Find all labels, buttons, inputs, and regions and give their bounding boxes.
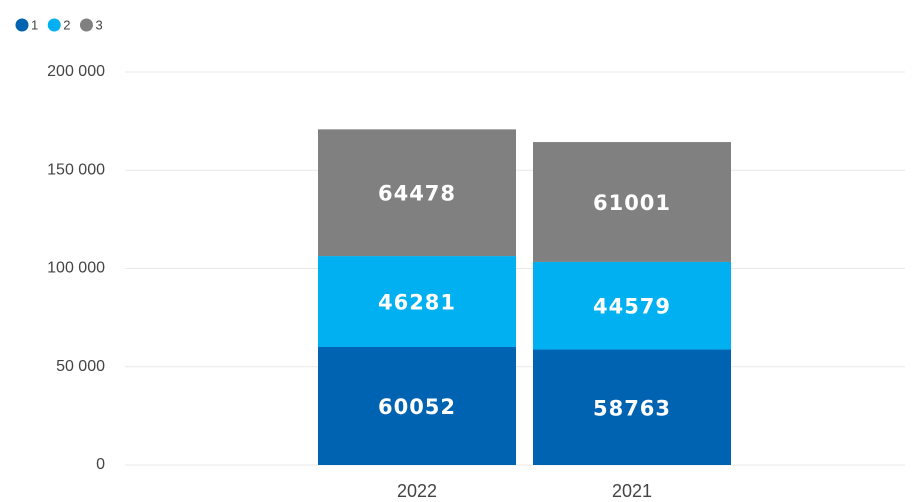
bar-segment <box>533 142 731 262</box>
y-tick-label: 200 000 <box>47 63 105 80</box>
bar-segment <box>533 349 731 465</box>
y-tick-label: 150 000 <box>47 161 105 178</box>
x-tick-label: 2022 <box>397 481 437 501</box>
x-tick-label: 2021 <box>612 481 652 501</box>
y-tick-label: 0 <box>96 456 105 473</box>
bar-segment <box>533 261 731 350</box>
data-label: 64478 <box>378 182 456 206</box>
data-label: 61001 <box>593 191 671 215</box>
data-label: 58763 <box>593 396 671 420</box>
legend-label: 2 <box>63 17 70 32</box>
data-label: 44579 <box>593 295 671 319</box>
bar-segment <box>318 129 516 257</box>
y-tick-label: 50 000 <box>56 358 105 375</box>
legend-swatch <box>15 18 29 32</box>
legend-swatch <box>47 18 61 32</box>
legend-swatch <box>79 18 93 32</box>
y-tick-label: 100 000 <box>47 260 105 277</box>
legend-label: 1 <box>31 17 38 32</box>
data-label: 60052 <box>378 395 456 419</box>
data-label: 46281 <box>378 291 456 315</box>
legend-label: 3 <box>95 17 102 32</box>
bar-segment <box>318 346 516 465</box>
bar-segment <box>318 256 516 347</box>
